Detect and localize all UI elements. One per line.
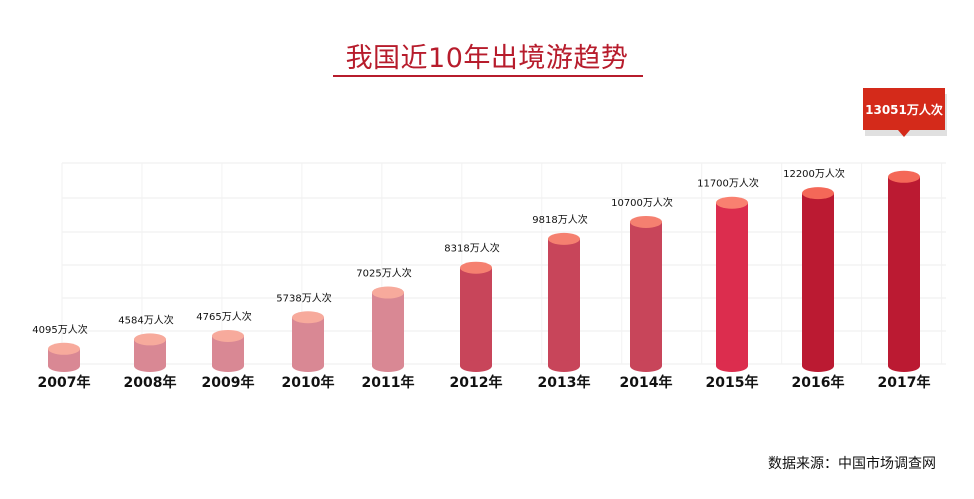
- bar-top: [292, 311, 324, 324]
- bar-2013年: [548, 232, 580, 372]
- bar-2012年: [460, 261, 492, 372]
- bar-base: [548, 360, 580, 372]
- bar-body: [716, 202, 748, 366]
- bar-top: [888, 170, 920, 183]
- x-tick-label: 2008年: [124, 374, 177, 391]
- x-tick-label: 2012年: [450, 374, 503, 391]
- bar-base: [802, 360, 834, 372]
- tooltip-box: [863, 88, 945, 130]
- bar-base: [716, 360, 748, 372]
- bar-2015年: [716, 196, 748, 372]
- data-label: 4584万人次: [118, 313, 173, 326]
- x-tick-label: 2015年: [706, 374, 759, 391]
- data-label: 12200万人次: [783, 167, 845, 180]
- bar-2014年: [630, 215, 662, 372]
- bar-base: [48, 360, 80, 372]
- bar-2008年: [134, 333, 166, 372]
- bar-body: [630, 221, 662, 366]
- data-label: 7025万人次: [356, 267, 411, 280]
- x-tick-label: 2009年: [202, 374, 255, 391]
- bar-body: [292, 317, 324, 366]
- bar-2011年: [372, 286, 404, 372]
- data-label: 11700万人次: [697, 177, 759, 190]
- bar-body: [372, 292, 404, 366]
- x-tick-label: 2017年: [878, 374, 931, 391]
- bar-top: [212, 329, 244, 342]
- bar-top: [630, 215, 662, 228]
- bar-body: [548, 238, 580, 366]
- data-label: 9818万人次: [532, 213, 587, 226]
- data-label: 10700万人次: [611, 196, 673, 209]
- bar-2007年: [48, 342, 80, 372]
- tooltip-label: 13051万人次: [865, 102, 943, 117]
- bar-body: [460, 267, 492, 366]
- title-underline: [333, 75, 643, 77]
- bar-2017年: [888, 170, 920, 372]
- data-label: 4765万人次: [196, 310, 251, 323]
- bar-base: [372, 360, 404, 372]
- bar-2016年: [802, 187, 834, 372]
- bar-body: [888, 176, 920, 366]
- bar-base: [212, 360, 244, 372]
- highlight-tooltip: 13051万人次: [863, 88, 947, 137]
- bar-base: [460, 360, 492, 372]
- data-label: 5738万人次: [276, 291, 331, 304]
- bar-top: [372, 286, 404, 299]
- bar-base: [292, 360, 324, 372]
- x-tick-label: 2014年: [620, 374, 673, 391]
- x-tick-label: 2007年: [38, 374, 91, 391]
- bar-base: [630, 360, 662, 372]
- bar-top: [460, 261, 492, 274]
- tooltip-pointer: [898, 130, 910, 137]
- bar-2009年: [212, 329, 244, 372]
- data-source: 数据来源：中国市场调查网: [768, 456, 936, 472]
- bar-body: [802, 193, 834, 366]
- bar-top: [802, 187, 834, 200]
- bar-2010年: [292, 311, 324, 372]
- bar-top: [134, 333, 166, 346]
- bar-base: [134, 360, 166, 372]
- bar-top: [48, 342, 80, 355]
- data-label: 8318万人次: [444, 242, 499, 255]
- bar-top: [548, 232, 580, 245]
- bar-base: [888, 360, 920, 372]
- x-tick-label: 2013年: [538, 374, 591, 391]
- x-tick-label: 2016年: [792, 374, 845, 391]
- x-tick-label: 2010年: [282, 374, 335, 391]
- chart-title: 我国近10年出境游趋势: [345, 43, 629, 74]
- data-label: 4095万人次: [32, 323, 87, 336]
- x-tick-label: 2011年: [362, 374, 415, 391]
- bar-top: [716, 196, 748, 209]
